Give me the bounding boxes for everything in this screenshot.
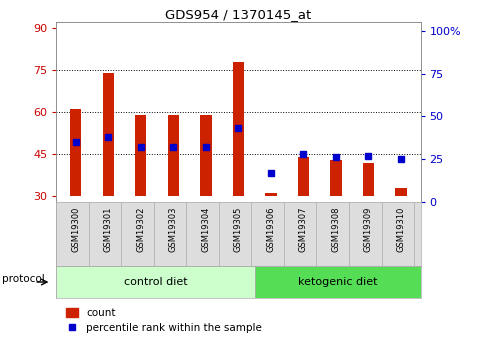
Bar bbox=[362, 162, 373, 196]
Text: GSM19305: GSM19305 bbox=[233, 207, 243, 252]
Bar bbox=[200, 115, 211, 196]
Text: protocol: protocol bbox=[2, 274, 45, 284]
Text: GSM19306: GSM19306 bbox=[266, 207, 275, 253]
Bar bbox=[70, 109, 81, 196]
Text: GSM19310: GSM19310 bbox=[396, 207, 405, 252]
Text: control diet: control diet bbox=[123, 277, 187, 287]
Bar bbox=[394, 188, 406, 196]
Legend: count, percentile rank within the sample: count, percentile rank within the sample bbox=[61, 304, 266, 338]
Bar bbox=[167, 115, 179, 196]
Bar bbox=[297, 157, 308, 196]
Text: GSM19308: GSM19308 bbox=[331, 207, 340, 253]
Text: GSM19301: GSM19301 bbox=[103, 207, 113, 252]
Text: ketogenic diet: ketogenic diet bbox=[297, 277, 377, 287]
Bar bbox=[135, 115, 146, 196]
Bar bbox=[102, 73, 114, 196]
Text: GSM19307: GSM19307 bbox=[298, 207, 307, 253]
Text: GSM19303: GSM19303 bbox=[168, 207, 178, 253]
Bar bbox=[254, 266, 420, 298]
Text: GSM19304: GSM19304 bbox=[201, 207, 210, 252]
Bar bbox=[56, 266, 254, 298]
Title: GDS954 / 1370145_at: GDS954 / 1370145_at bbox=[165, 8, 311, 21]
Bar bbox=[232, 62, 244, 196]
Text: GSM19300: GSM19300 bbox=[71, 207, 80, 252]
Bar bbox=[264, 194, 276, 196]
Text: GSM19309: GSM19309 bbox=[363, 207, 372, 252]
Bar bbox=[329, 160, 341, 196]
Text: GSM19302: GSM19302 bbox=[136, 207, 145, 252]
